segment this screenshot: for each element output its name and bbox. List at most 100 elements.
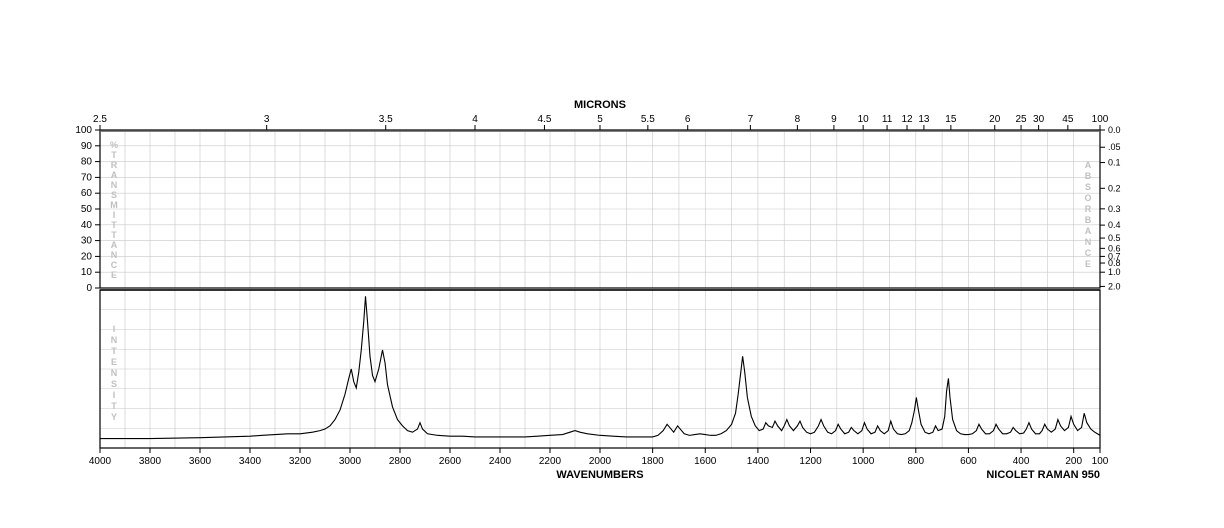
svg-text:N: N [111,335,118,345]
x-tick-label: 1800 [642,456,665,467]
micron-tick-label: 5.5 [641,114,655,125]
svg-text:T: T [111,230,117,240]
y-left-tick-label: 30 [81,236,93,247]
micron-tick-label: 100 [1092,114,1109,125]
svg-text:Y: Y [111,412,117,422]
micron-tick-label: 45 [1062,114,1074,125]
micron-tick-label: 15 [945,114,957,125]
x-tick-label: 2600 [439,456,462,467]
micron-tick-label: 3 [264,114,270,125]
micron-tick-label: 11 [882,114,893,125]
micron-tick-label: 4 [472,114,478,125]
svg-text:M: M [110,200,118,210]
x-tick-label: 2200 [539,456,562,467]
svg-text:I: I [113,210,116,220]
x-tick-label: 200 [1065,456,1082,467]
microns-title: MICRONS [574,99,626,111]
y-right-tick-label: 0.2 [1108,183,1121,193]
svg-text:I: I [113,324,116,334]
y-right-tick-label: 0.0 [1108,125,1121,135]
x-tick-label: 3600 [189,456,212,467]
y-left-tick-label: 20 [81,251,93,262]
instrument-label: NICOLET RAMAN 950 [986,469,1100,481]
wavenumbers-title: WAVENUMBERS [556,469,643,481]
y-left-tick-label: 50 [81,204,93,215]
y-left-tick-label: 40 [81,220,93,231]
spectrum-figure: 4000380036003400320030002800260024002200… [0,0,1224,528]
micron-tick-label: 10 [858,114,870,125]
svg-text:C: C [111,260,118,270]
absorbance-vertical-label: ABSORBANCE [1084,160,1091,269]
svg-text:A: A [1085,160,1092,170]
svg-text:T: T [111,346,117,356]
micron-tick-label: 6 [685,114,691,125]
x-tick-label: 2000 [589,456,612,467]
micron-tick-label: 7 [748,114,754,125]
micron-tick-label: 9 [831,114,837,125]
x-tick-label: 1200 [799,456,822,467]
x-tick-label: 1000 [852,456,875,467]
x-tick-label: 800 [907,456,924,467]
x-tick-label: 600 [960,456,977,467]
micron-tick-label: 5 [597,114,603,125]
svg-text:T: T [111,401,117,411]
svg-text:I: I [113,390,116,400]
y-left-tick-label: 100 [75,125,92,136]
micron-tick-label: 13 [918,114,930,125]
y-right-tick-label: .05 [1108,142,1121,152]
svg-text:S: S [111,379,117,389]
svg-text:N: N [111,250,118,260]
y-right-tick-label: 1.0 [1108,267,1121,277]
svg-text:B: B [1085,215,1092,225]
y-right-tick-label: 0.4 [1108,220,1121,230]
y-left-tick-label: 90 [81,141,93,152]
y-left-tick-label: 70 [81,172,93,183]
micron-tick-label: 3.5 [379,114,393,125]
svg-text:C: C [1085,248,1092,258]
x-tick-label: 100 [1092,456,1109,467]
x-tick-label: 3200 [289,456,312,467]
x-tick-label: 3400 [239,456,262,467]
micron-tick-label: 8 [795,114,801,125]
svg-text:T: T [111,150,117,160]
svg-text:R: R [1085,204,1092,214]
spectrum-svg: 4000380036003400320030002800260024002200… [0,0,1224,528]
svg-text:A: A [111,240,118,250]
svg-text:N: N [111,368,118,378]
svg-text:N: N [1085,237,1092,247]
svg-text:S: S [111,190,117,200]
micron-tick-label: 12 [901,114,913,125]
micron-tick-label: 2.5 [93,114,107,125]
y-left-tick-label: 10 [81,267,93,278]
micron-tick-label: 4.5 [537,114,551,125]
x-tick-label: 3800 [139,456,162,467]
x-tick-label: 2800 [389,456,412,467]
x-tick-label: 1400 [747,456,770,467]
intensity-vertical-label: INTENSITY [111,324,118,422]
svg-text:A: A [1085,226,1092,236]
svg-text:O: O [1084,193,1091,203]
y-left-tick-label: 0 [86,283,92,294]
y-right-tick-label: 0.5 [1108,233,1121,243]
svg-text:%: % [110,140,118,150]
y-right-tick-label: 0.3 [1108,204,1121,214]
x-tick-label: 400 [1013,456,1030,467]
svg-text:E: E [111,357,117,367]
y-right-tick-label: 2.0 [1108,281,1121,291]
x-tick-label: 2400 [489,456,512,467]
x-tick-label: 3000 [339,456,362,467]
svg-text:T: T [111,220,117,230]
micron-tick-label: 25 [1015,114,1027,125]
svg-text:E: E [1085,259,1091,269]
x-tick-label: 4000 [89,456,112,467]
svg-text:A: A [111,170,118,180]
svg-text:R: R [111,160,118,170]
x-tick-label: 1600 [694,456,717,467]
svg-text:N: N [111,180,118,190]
micron-tick-label: 20 [989,114,1001,125]
svg-text:B: B [1085,171,1092,181]
y-left-tick-label: 80 [81,157,93,168]
micron-tick-label: 30 [1033,114,1045,125]
svg-text:S: S [1085,182,1091,192]
y-left-tick-label: 60 [81,188,93,199]
